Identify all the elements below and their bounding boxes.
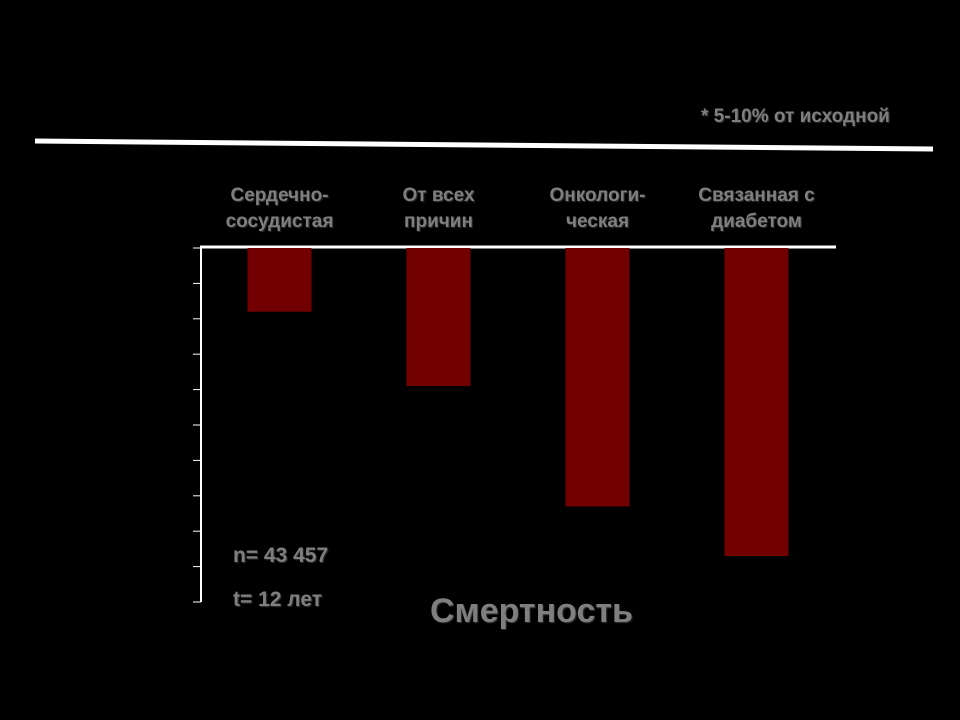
bar [724, 248, 789, 556]
bar [565, 248, 630, 507]
bar [247, 248, 312, 312]
category-label: Онкологи- ческая [549, 185, 646, 232]
chart-title: Смертность [430, 592, 633, 630]
footnote: * 5-10% от исходной [701, 106, 890, 127]
sample-size: n= 43 457 [233, 544, 329, 567]
duration: t= 12 лет [233, 588, 323, 611]
divider-line [34, 138, 934, 152]
category-label: От всех причин [402, 185, 475, 232]
category-label: Связанная с диабетом [698, 185, 815, 232]
category-label: Сердечно- сосудистая [225, 185, 334, 232]
bar [406, 248, 471, 387]
